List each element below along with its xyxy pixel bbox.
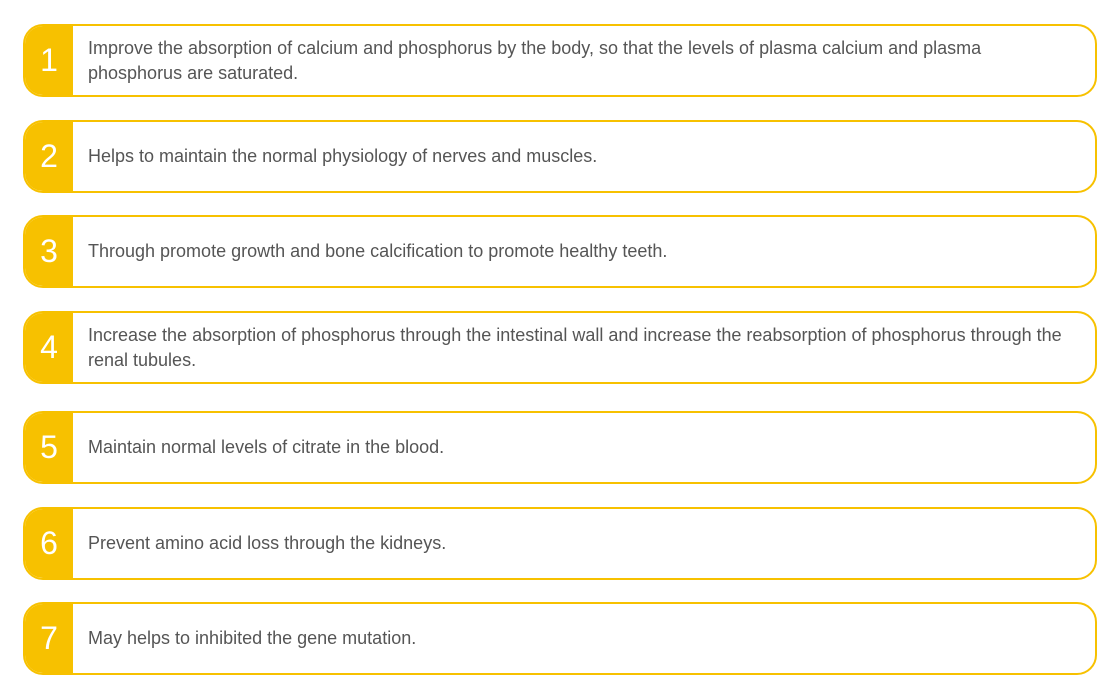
item-number: 3: [25, 217, 73, 286]
item-number: 1: [25, 26, 73, 95]
list-item: 1 Improve the absorption of calcium and …: [23, 24, 1097, 97]
item-number: 5: [25, 413, 73, 482]
item-text: Maintain normal levels of citrate in the…: [88, 437, 445, 457]
list-item: 2 Helps to maintain the normal physiolog…: [23, 120, 1097, 193]
item-text: Prevent amino acid loss through the kidn…: [88, 533, 447, 553]
item-text: Helps to maintain the normal physiology …: [88, 146, 598, 166]
item-number: 6: [25, 509, 73, 578]
item-text: Improve the absorption of calcium and ph…: [88, 37, 982, 83]
list-item: 4 Increase the absorption of phosphorus …: [23, 311, 1097, 384]
item-text: Through promote growth and bone calcific…: [88, 241, 668, 261]
list-item: 6 Prevent amino acid loss through the ki…: [23, 507, 1097, 580]
item-number: 7: [25, 604, 73, 673]
item-number: 2: [25, 122, 73, 191]
list-item: 7 May helps to inhibited the gene mutati…: [23, 602, 1097, 675]
list-item: 3 Through promote growth and bone calcif…: [23, 215, 1097, 288]
item-text: May helps to inhibited the gene mutation…: [88, 628, 417, 648]
item-number: 4: [25, 313, 73, 382]
item-text: Increase the absorption of phosphorus th…: [88, 324, 1062, 370]
list-item: 5 Maintain normal levels of citrate in t…: [23, 411, 1097, 484]
